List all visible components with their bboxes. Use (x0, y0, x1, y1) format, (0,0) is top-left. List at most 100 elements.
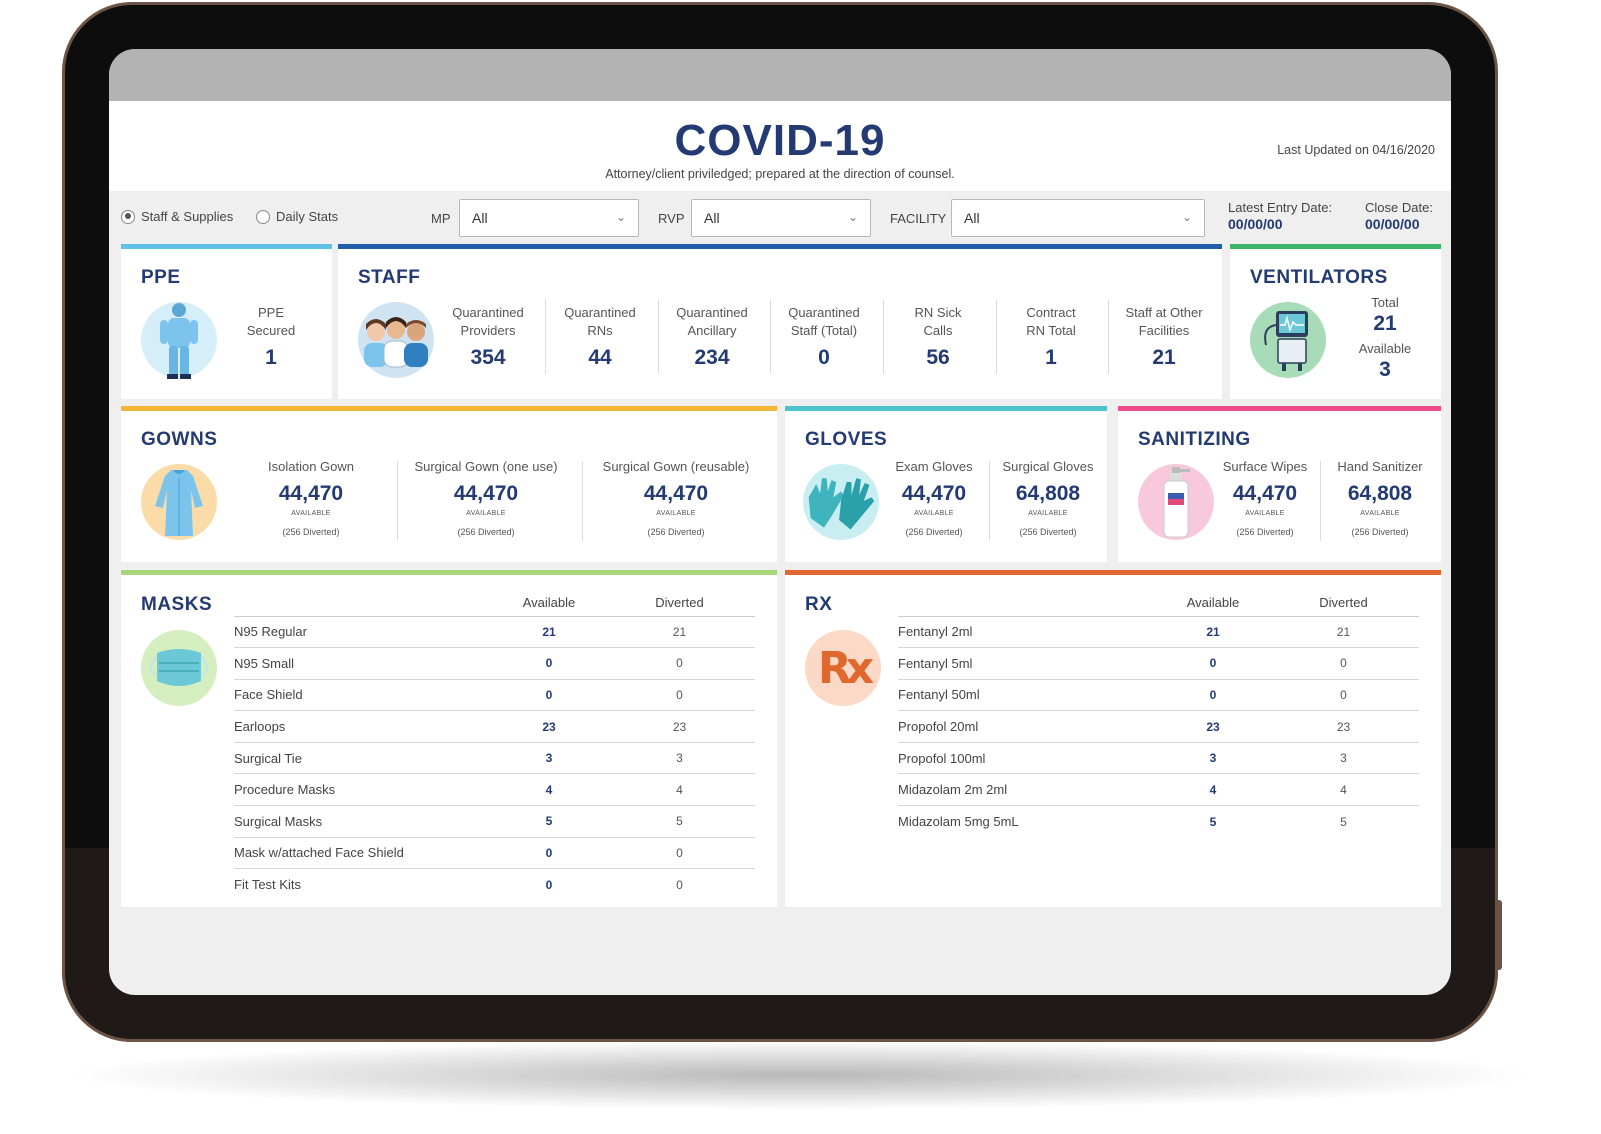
row-available: 5 (1209, 814, 1217, 829)
item-diverted: (256 Diverted) (1236, 527, 1294, 537)
stat-label-2: Staff (Total) (790, 323, 858, 338)
row-diverted: 3 (604, 742, 755, 775)
stat-value: 56 (926, 346, 950, 369)
masks-accent-bar (121, 570, 777, 575)
radio-staff-label: Staff & Supplies (141, 209, 234, 224)
staff-group-icon (358, 302, 434, 378)
row-name: Midazolam 2m 2ml (898, 773, 1158, 807)
row-available: 5 (494, 805, 604, 838)
stat-label-1: Quarantined (452, 305, 524, 320)
row-available: 3 (494, 742, 604, 775)
table-row: Midazolam 5mg 5mL 5 5 (898, 806, 1419, 838)
ppe-secured-value: 1 (265, 346, 277, 369)
staff-stat-other-facilities: Staff at Other Facilities 21 (1114, 304, 1214, 370)
hazmat-suit-icon (141, 302, 217, 379)
row-diverted: 4 (1268, 773, 1419, 807)
stat-label-2: Calls (923, 323, 953, 338)
table-row: Fentanyl 2ml 21 21 (898, 616, 1419, 649)
rx-table: Available Diverted Fentanyl 2ml 21 21 Fent… (898, 590, 1419, 837)
latest-entry-label: Latest Entry Date: (1228, 200, 1333, 215)
radio-unselected-icon (256, 209, 270, 224)
ppe-card: PPE PPE Secured 1 (121, 244, 332, 399)
divider (582, 461, 583, 541)
masks-card: MASKS Available Diverted N95 Regular 21 21 (121, 570, 777, 907)
rvp-label: RVP (658, 211, 685, 226)
facility-select[interactable]: All ⌄ (951, 199, 1205, 237)
page-title: COVID-19 (674, 116, 886, 165)
stat-value: 0 (818, 346, 830, 369)
rx-col-available: Available (1158, 590, 1268, 617)
radio-daily-stats[interactable]: Daily Stats (256, 209, 338, 224)
table-row: Propofol 100ml 3 3 (898, 742, 1419, 775)
facility-label: FACILITY (890, 211, 947, 226)
ventilators-total: Total 21 (1350, 294, 1420, 336)
row-diverted: 5 (1340, 814, 1347, 829)
radio-staff-supplies[interactable]: Staff & Supplies (121, 209, 233, 224)
staff-accent-bar (338, 244, 1222, 249)
mp-select-value: All (472, 210, 488, 226)
table-row: N95 Regular 21 21 (234, 616, 755, 649)
latest-entry-value: 00/00/00 (1228, 216, 1283, 232)
row-diverted: 23 (604, 710, 755, 743)
masks-table: Available Diverted N95 Regular 21 21 N95 S… (234, 590, 755, 900)
divider (770, 299, 771, 374)
sanitizing-title: SANITIZING (1138, 429, 1251, 450)
stat-label-1: Quarantined (676, 305, 748, 320)
rx-card: RX Rx Available Diverted Fentanyl 2ml 21 2… (785, 570, 1441, 907)
table-row: Earloops 23 23 (234, 710, 755, 743)
item-diverted: (256 Diverted) (457, 527, 515, 537)
item-value: 44,470 (453, 482, 519, 505)
rx-icon: Rx (805, 630, 881, 706)
rx-icon-text: Rx (817, 642, 874, 694)
row-available: 0 (545, 877, 553, 892)
row-available: 23 (494, 710, 604, 743)
staff-card: STAFF Quarantined Providers 354 Quaranti… (338, 244, 1222, 399)
chevron-down-icon: ⌄ (847, 210, 858, 224)
stat-label-2: Facilities (1138, 323, 1190, 338)
ppe-accent-bar (121, 244, 332, 249)
item-value: 44,470 (643, 482, 709, 505)
gown-surgical-one-use-stat: Surgical Gown (one use) 44,470 AVAILABLE… (406, 459, 566, 537)
stat-label-1: RN Sick (914, 305, 962, 320)
staff-stat-quarantined-total: Quarantined Staff (Total) 0 (780, 304, 868, 370)
row-diverted: 21 (604, 616, 755, 649)
item-label: Surgical Gown (one use) (414, 459, 558, 474)
item-label: Surface Wipes (1222, 459, 1308, 474)
item-available-caption: AVAILABLE (291, 510, 331, 517)
ppe-secured-label-2: Secured (246, 323, 296, 338)
row-available: 0 (494, 679, 604, 712)
row-available: 21 (1158, 616, 1268, 649)
row-available: 3 (1158, 742, 1268, 775)
table-row: Midazolam 2m 2ml 4 4 (898, 773, 1419, 807)
item-available-caption: AVAILABLE (1245, 510, 1285, 517)
row-diverted: 5 (604, 805, 755, 838)
sanitizer-bottle-icon (1138, 464, 1214, 540)
item-diverted: (256 Diverted) (1351, 527, 1409, 537)
table-row: Propofol 20ml 23 23 (898, 710, 1419, 743)
item-diverted: (256 Diverted) (1019, 527, 1077, 537)
row-name: Fentanyl 5ml (898, 647, 1158, 680)
facility-select-value: All (964, 210, 980, 226)
divider (658, 299, 659, 374)
sanitizing-hand-sanitizer-stat: Hand Sanitizer 64,808 AVAILABLE (256 Div… (1326, 459, 1434, 537)
ppe-secured-label-1: PPE (257, 305, 284, 320)
close-date: Close Date: 00/00/00 (1365, 199, 1433, 233)
stat-label-2: RN Total (1026, 323, 1076, 338)
stat-label-1: Staff at Other (1125, 305, 1203, 320)
row-name: N95 Regular (234, 616, 494, 649)
mp-select[interactable]: All ⌄ (459, 199, 639, 237)
rvp-select[interactable]: All ⌄ (691, 199, 871, 237)
radio-daily-label: Daily Stats (276, 209, 339, 224)
ventilators-title: VENTILATORS (1250, 267, 1388, 288)
dashboard-header: COVID-19 Attorney/client priviledged; pr… (109, 101, 1451, 191)
row-name: Propofol 100ml (898, 742, 1158, 775)
filter-bar: Staff & Supplies Daily Stats MP All ⌄ RV… (109, 191, 1451, 243)
gown-surgical-reusable-stat: Surgical Gown (reusable) 44,470 AVAILABL… (591, 459, 761, 537)
status-bar (109, 49, 1451, 101)
row-name: Midazolam 5mg 5mL (898, 814, 1019, 830)
row-name: Fit Test Kits (234, 877, 301, 893)
masks-col-available: Available (494, 590, 604, 617)
stat-label-2: Providers (460, 323, 516, 338)
page-subtitle: Attorney/client priviledged; prepared at… (605, 167, 955, 181)
row-diverted: 3 (1268, 742, 1419, 775)
